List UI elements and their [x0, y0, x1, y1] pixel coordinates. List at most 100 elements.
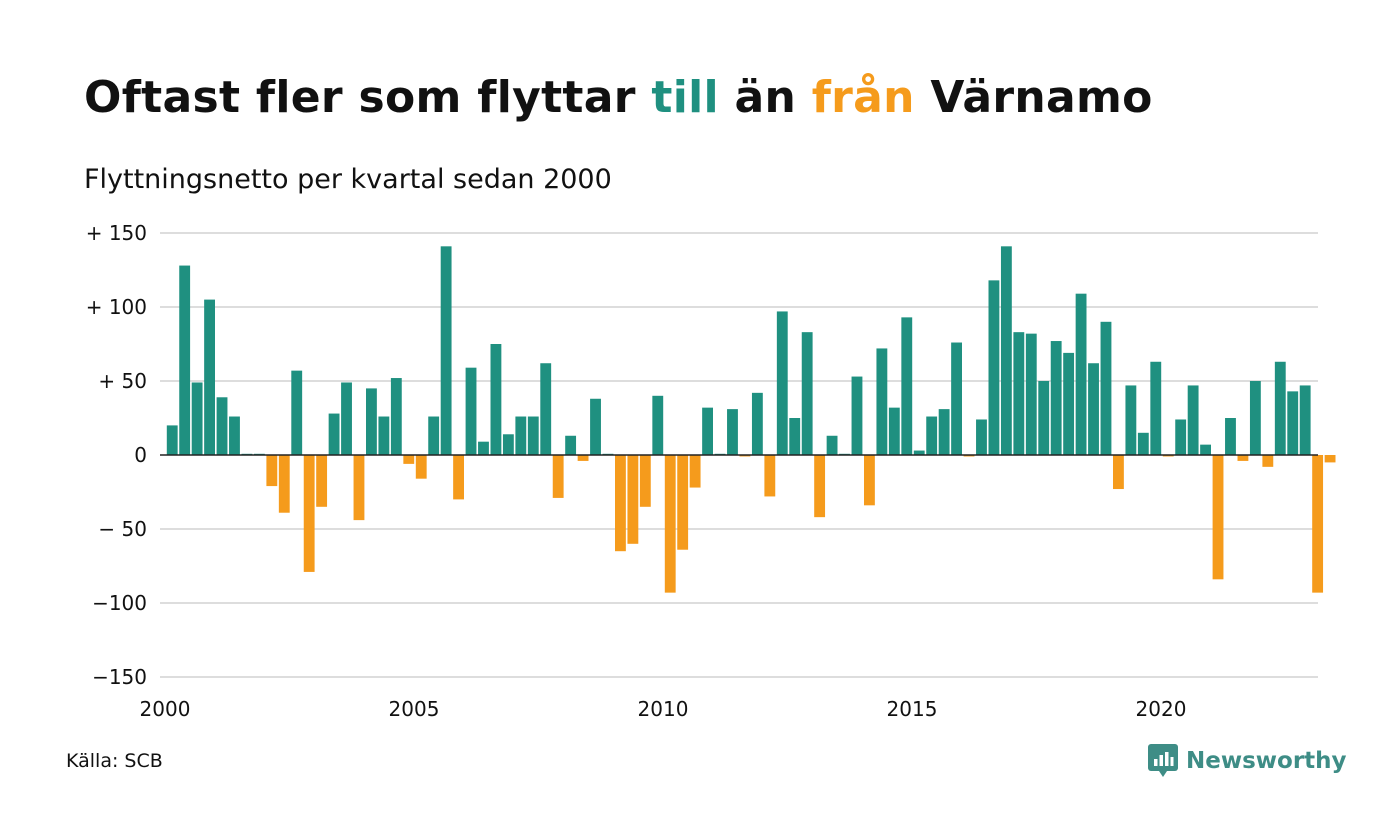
bar	[913, 450, 925, 455]
bar	[179, 265, 191, 455]
bar	[1050, 341, 1062, 455]
bar	[403, 455, 415, 464]
bar	[490, 344, 502, 455]
bar	[1000, 246, 1012, 455]
bar	[1274, 361, 1286, 455]
x-tick-label: 2015	[887, 697, 938, 721]
bar	[366, 388, 377, 455]
x-tick-label: 2020	[1136, 697, 1187, 721]
bar	[1200, 444, 1211, 455]
newsworthy-chart-bubble-icon	[1148, 744, 1178, 777]
x-axis-labels: 2000 2005 2010 2015 2020	[140, 697, 1187, 721]
y-tick-label: − 50	[98, 517, 147, 541]
bar	[1187, 385, 1199, 455]
bar	[552, 455, 564, 498]
bar	[1324, 455, 1336, 463]
bar	[1175, 419, 1187, 455]
bar	[565, 435, 577, 455]
bar	[204, 299, 215, 455]
bar	[502, 434, 514, 455]
bar	[615, 455, 626, 552]
x-tick-label: 2005	[389, 697, 440, 721]
bar	[976, 419, 987, 455]
bar	[540, 363, 552, 455]
bar	[1299, 385, 1311, 455]
bar	[1249, 381, 1261, 455]
source-note: Källa: SCB	[66, 750, 163, 772]
bar	[801, 332, 813, 455]
bar	[789, 418, 801, 455]
bar	[1212, 455, 1224, 580]
bar	[390, 378, 402, 455]
bar	[428, 416, 440, 455]
bar	[515, 416, 527, 455]
bar	[652, 395, 664, 455]
bar	[864, 455, 875, 506]
bar	[216, 397, 228, 455]
bar	[440, 246, 452, 455]
bar	[266, 455, 278, 487]
logo-text: Newsworthy	[1186, 748, 1347, 774]
bar	[727, 409, 738, 455]
bar	[826, 435, 838, 455]
bar	[926, 416, 938, 455]
bar	[876, 348, 888, 455]
bar	[1225, 418, 1236, 455]
bar	[527, 416, 539, 455]
bar	[664, 455, 676, 593]
bar	[191, 382, 203, 455]
bar	[1025, 333, 1037, 455]
bar	[1287, 391, 1299, 455]
bar	[1038, 381, 1050, 455]
y-tick-label: −150	[92, 665, 147, 689]
bar	[988, 280, 1000, 455]
chart-title: Oftast fler som flyttar till än från Vär…	[84, 72, 1153, 123]
bar	[278, 455, 290, 513]
x-tick-label: 2000	[140, 697, 191, 721]
bar	[303, 455, 315, 572]
y-tick-label: −100	[92, 591, 147, 615]
y-tick-label: + 100	[86, 295, 147, 319]
title-part-1: Oftast fler som flyttar	[84, 72, 652, 123]
title-word-till: till	[651, 72, 719, 123]
bar	[851, 376, 863, 455]
bar	[353, 455, 365, 521]
bar	[415, 455, 427, 479]
bar	[627, 455, 639, 544]
y-tick-label: + 50	[98, 369, 147, 393]
bar	[1063, 352, 1075, 455]
x-tick-label: 2010	[638, 697, 689, 721]
bar	[316, 455, 328, 507]
bar	[1150, 361, 1162, 455]
bar	[1113, 455, 1124, 490]
title-part-2: än	[718, 72, 812, 123]
title-word-fran: från	[811, 72, 915, 123]
bar	[1262, 455, 1274, 467]
bar	[751, 392, 763, 455]
bar-chart: + 150 + 100 + 50 0 − 50 −100 −150 2000 2005 2010…	[86, 221, 1336, 721]
bar	[814, 455, 826, 518]
bar	[1075, 293, 1087, 455]
title-part-3: Värnamo	[914, 72, 1153, 123]
bar	[702, 407, 713, 455]
bar	[378, 416, 390, 455]
bar	[1088, 363, 1099, 455]
bar	[291, 370, 303, 455]
y-tick-label: 0	[134, 443, 147, 467]
bar	[590, 398, 601, 455]
bar	[465, 367, 477, 455]
bar	[478, 441, 489, 455]
y-axis-labels: + 150 + 100 + 50 0 − 50 −100 −150	[86, 221, 147, 689]
bar	[1137, 432, 1149, 455]
bar	[677, 455, 689, 550]
bar	[951, 342, 962, 455]
grid-lines	[160, 232, 1318, 678]
bar	[328, 413, 340, 455]
bar	[577, 455, 589, 461]
bar	[901, 317, 913, 455]
bar	[1312, 455, 1324, 593]
bar	[776, 311, 788, 455]
bar	[764, 455, 776, 497]
newsworthy-logo[interactable]: Newsworthy	[1148, 744, 1347, 778]
bar	[1125, 385, 1137, 455]
